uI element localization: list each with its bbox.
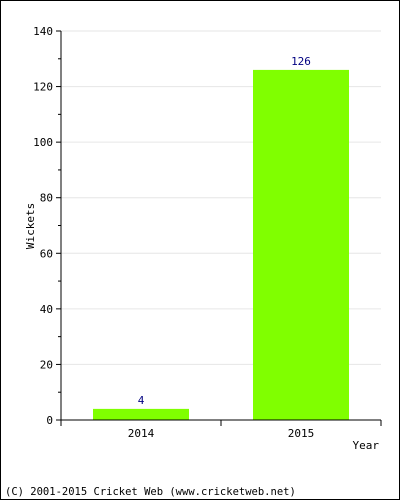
x-tick-label: 2015 bbox=[288, 427, 315, 440]
bar-value-label: 126 bbox=[291, 55, 311, 68]
y-tick-label: 120 bbox=[33, 81, 53, 94]
bar-value-label: 4 bbox=[138, 394, 145, 407]
x-axis-title: Year bbox=[353, 439, 380, 452]
y-tick-label: 40 bbox=[40, 303, 53, 316]
x-axis: 2014 2015 bbox=[60, 419, 382, 440]
y-tick-label: 0 bbox=[46, 414, 53, 427]
copyright-footer: (C) 2001-2015 Cricket Web (www.cricketwe… bbox=[5, 486, 296, 498]
bar bbox=[253, 69, 349, 421]
grid-lines bbox=[61, 30, 381, 365]
x-tick-label: 2014 bbox=[128, 427, 155, 440]
bar bbox=[93, 408, 189, 420]
y-axis-title: Wickets bbox=[24, 203, 37, 249]
bars: 4 126 bbox=[93, 55, 349, 421]
y-tick-label: 20 bbox=[40, 358, 53, 371]
y-tick-label: 60 bbox=[40, 247, 53, 260]
y-axis: 0 20 40 60 80 100 120 140 bbox=[33, 25, 62, 427]
y-tick-label: 80 bbox=[40, 192, 53, 205]
y-tick-label: 140 bbox=[33, 25, 53, 38]
y-tick-label: 100 bbox=[33, 136, 53, 149]
